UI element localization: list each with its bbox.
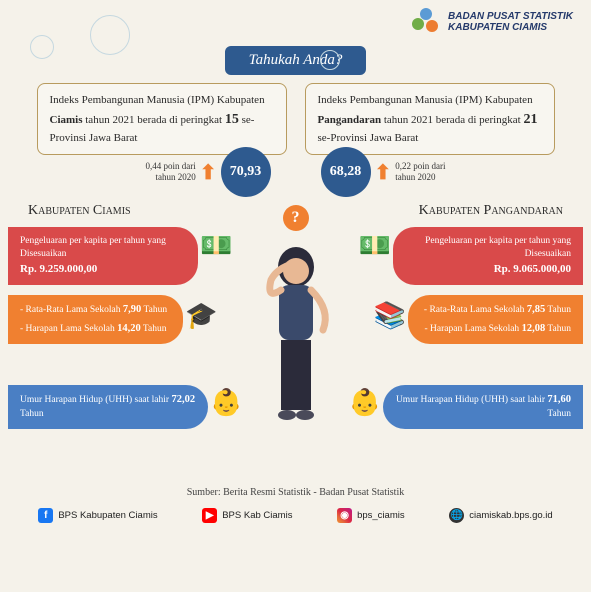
bps-logo-icon — [412, 8, 440, 36]
person-icon — [241, 235, 351, 465]
money-icon: 💵 — [359, 231, 391, 261]
card-school-left: - Rata-Rata Lama Sekolah 7,90 Tahun - Ha… — [8, 295, 183, 344]
footer: f BPS Kabupaten Ciamis ▶ BPS Kab Ciamis … — [0, 498, 591, 533]
baby-icon: 👶 — [349, 388, 381, 418]
card-school-right: - Rata-Rata Lama Sekolah 7,85 Tahun - Ha… — [408, 295, 583, 344]
graduation-icon: 🎓 — [185, 301, 217, 331]
arrow-up-icon: ⬆ — [200, 160, 217, 185]
money-icon: 💵 — [200, 231, 232, 261]
score-right: 68,28 ⬆ 0,22 poin dari tahun 2020 — [321, 147, 468, 197]
score-left: 70,93 ⬆ 0,44 poin dari tahun 2020 — [124, 147, 271, 197]
footer-facebook[interactable]: f BPS Kabupaten Ciamis — [38, 508, 157, 523]
fact-left: Indeks Pembangunan Manusia (IPM) Kabupat… — [37, 83, 287, 155]
question-icon: ? — [283, 205, 309, 231]
section-left: Kabupaten Ciamis — [28, 203, 131, 219]
instagram-icon: ◉ — [337, 508, 352, 523]
fact-right: Indeks Pembangunan Manusia (IPM) Kabupat… — [305, 83, 555, 155]
header: BADAN PUSAT STATISTIK KABUPATEN CIAMIS — [0, 0, 591, 44]
youtube-icon: ▶ — [202, 508, 217, 523]
card-expenditure-left: Pengeluaran per kapita per tahun yang Di… — [8, 227, 198, 285]
header-org: BADAN PUSAT STATISTIK KABUPATEN CIAMIS — [448, 11, 573, 33]
stats-area: ? Pengeluaran per kapita per tahun yang … — [0, 223, 591, 483]
footer-instagram[interactable]: ◉ bps_ciamis — [337, 508, 405, 523]
baby-icon: 👶 — [210, 388, 242, 418]
arrow-up-icon: ⬆ — [375, 160, 392, 185]
score-circle: 70,93 — [221, 147, 271, 197]
card-life-left: Umur Harapan Hidup (UHH) saat lahir 72,0… — [8, 385, 208, 429]
globe-icon: 🌐 — [449, 508, 464, 523]
card-expenditure-right: Pengeluaran per kapita per tahun yang Di… — [393, 227, 583, 285]
books-icon: 📚 — [374, 301, 406, 331]
source-text: Sumber: Berita Resmi Statistik - Badan P… — [0, 487, 591, 498]
score-circle: 68,28 — [321, 147, 371, 197]
footer-website[interactable]: 🌐 ciamiskab.bps.go.id — [449, 508, 552, 523]
facebook-icon: f — [38, 508, 53, 523]
fact-row: Indeks Pembangunan Manusia (IPM) Kabupat… — [0, 83, 591, 155]
footer-youtube[interactable]: ▶ BPS Kab Ciamis — [202, 508, 292, 523]
card-life-right: Umur Harapan Hidup (UHH) saat lahir 71,6… — [383, 385, 583, 429]
section-right: Kabupaten Pangandaran — [419, 203, 563, 219]
title-banner: Tahukah Anda? — [225, 46, 367, 75]
